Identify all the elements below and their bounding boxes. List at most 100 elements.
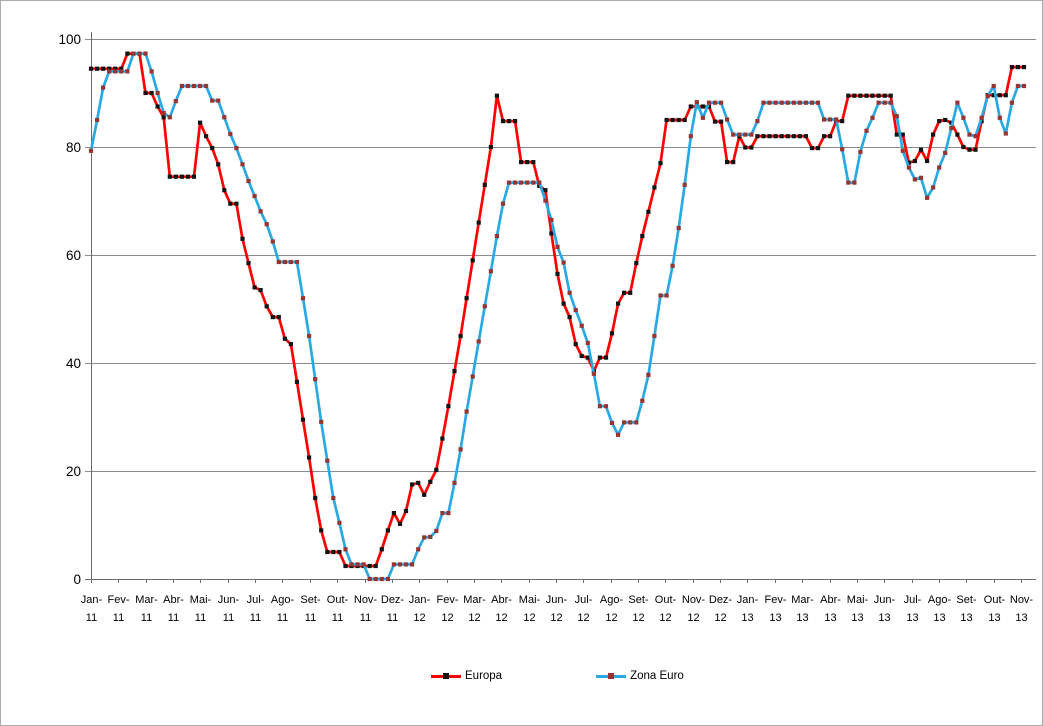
x-year-label: 12: [687, 612, 699, 624]
y-tick-label: 80: [66, 140, 81, 155]
series-marker-europa: [258, 288, 263, 293]
series-marker-europa: [531, 160, 536, 165]
series-marker-europa: [119, 66, 124, 71]
series-marker-zona-euro: [1009, 100, 1014, 105]
series-marker-europa: [282, 336, 287, 341]
series-marker-europa: [579, 353, 584, 359]
x-month-label: Abr-: [163, 594, 184, 606]
series-marker-zona-euro: [834, 117, 839, 122]
series-marker-zona-euro: [476, 339, 481, 344]
series-marker-europa: [567, 315, 572, 320]
x-month-label: Mai-: [190, 594, 212, 606]
x-month-label: Set-: [628, 594, 649, 606]
series-marker-europa: [906, 160, 911, 165]
x-year-label: 12: [550, 612, 562, 624]
series-marker-zona-euro: [961, 115, 966, 120]
series-marker-zona-euro: [682, 182, 687, 187]
series-marker-zona-euro: [234, 146, 239, 151]
series-marker-zona-euro: [288, 259, 293, 265]
x-month-label: Mar-: [463, 594, 486, 606]
series-marker-zona-euro: [803, 100, 808, 105]
x-month-label: Fev-: [437, 594, 459, 606]
x-month-label: Jun-: [546, 594, 568, 606]
series-marker-europa: [422, 492, 427, 497]
x-year-label: 13: [741, 612, 753, 624]
x-month-label: Out-: [984, 594, 1006, 606]
series-marker-zona-euro: [1015, 83, 1020, 89]
series-marker-zona-euro: [428, 534, 433, 539]
series-marker-zona-euro: [307, 333, 312, 339]
series-marker-zona-euro: [985, 94, 990, 99]
series-marker-zona-euro: [216, 98, 221, 103]
legend-entry-europa: Europa: [431, 670, 502, 682]
series-marker-europa: [894, 132, 899, 137]
series-marker-zona-euro: [391, 562, 396, 567]
series-marker-europa: [391, 511, 396, 516]
series-marker-europa: [967, 147, 972, 152]
series-marker-zona-euro: [464, 409, 469, 414]
series-marker-zona-euro: [458, 447, 463, 452]
series-marker-zona-euro: [640, 398, 645, 403]
series-marker-europa: [149, 90, 154, 96]
series-marker-zona-euro: [809, 100, 815, 105]
series-marker-zona-euro: [616, 432, 621, 437]
series-marker-zona-euro: [482, 304, 487, 309]
series-marker-europa: [410, 482, 415, 487]
series-marker-zona-euro: [416, 547, 421, 552]
x-year-label: 11: [277, 612, 288, 624]
x-year-label: 13: [769, 612, 781, 624]
x-year-label: 13: [796, 612, 808, 624]
series-marker-europa: [440, 436, 445, 441]
series-marker-europa: [585, 355, 590, 360]
x-month-label: Mar-: [135, 594, 158, 606]
series-marker-europa: [955, 132, 960, 137]
x-month-label: Jun-: [218, 594, 240, 606]
x-year-label: 13: [824, 612, 836, 624]
x-year-label: 12: [714, 612, 726, 624]
x-year-label: 13: [960, 612, 972, 624]
series-marker-europa: [403, 508, 409, 514]
x-month-label: Ago-: [600, 594, 624, 606]
series-marker-zona-euro: [555, 244, 560, 249]
series-marker-europa: [876, 93, 881, 98]
series-marker-europa: [476, 220, 481, 225]
europa-marker-icon: [443, 673, 449, 679]
series-marker-zona-euro: [725, 117, 730, 122]
series-marker-europa: [519, 160, 524, 165]
series-marker-zona-euro: [101, 85, 106, 90]
x-year-label: 11: [387, 612, 398, 624]
series-marker-zona-euro: [858, 149, 863, 154]
series-marker-zona-euro: [319, 419, 324, 424]
series-marker-europa: [822, 134, 827, 139]
series-marker-zona-euro: [876, 100, 881, 105]
series-marker-europa: [925, 158, 930, 164]
series-marker-europa: [234, 201, 239, 206]
series-marker-europa: [658, 161, 663, 166]
series-marker-zona-euro: [446, 511, 451, 516]
series-marker-europa: [561, 301, 566, 306]
series-marker-zona-euro: [773, 100, 778, 105]
series-marker-zona-euro: [519, 180, 524, 185]
series-marker-zona-euro: [191, 83, 197, 89]
series-marker-europa: [888, 93, 893, 98]
series-marker-europa: [670, 117, 675, 123]
series-marker-europa: [706, 104, 712, 109]
series-marker-zona-euro: [355, 562, 360, 567]
series-marker-zona-euro: [422, 535, 427, 540]
series-marker-europa: [779, 134, 784, 139]
series-marker-europa: [912, 158, 917, 164]
series-marker-zona-euro: [949, 126, 954, 131]
series-marker-europa: [88, 66, 94, 71]
series-marker-zona-euro: [494, 234, 499, 239]
series-marker-zona-euro: [894, 114, 899, 119]
series-marker-europa: [101, 66, 106, 71]
series-marker-zona-euro: [107, 69, 112, 74]
x-year-label: 11: [168, 612, 179, 624]
series-marker-zona-euro: [622, 420, 627, 425]
series-marker-zona-euro: [246, 178, 251, 184]
series-marker-zona-euro: [670, 263, 675, 268]
series-marker-zona-euro: [143, 51, 148, 56]
x-month-label: Set-: [956, 594, 977, 606]
y-tick-label: 0: [73, 572, 81, 587]
